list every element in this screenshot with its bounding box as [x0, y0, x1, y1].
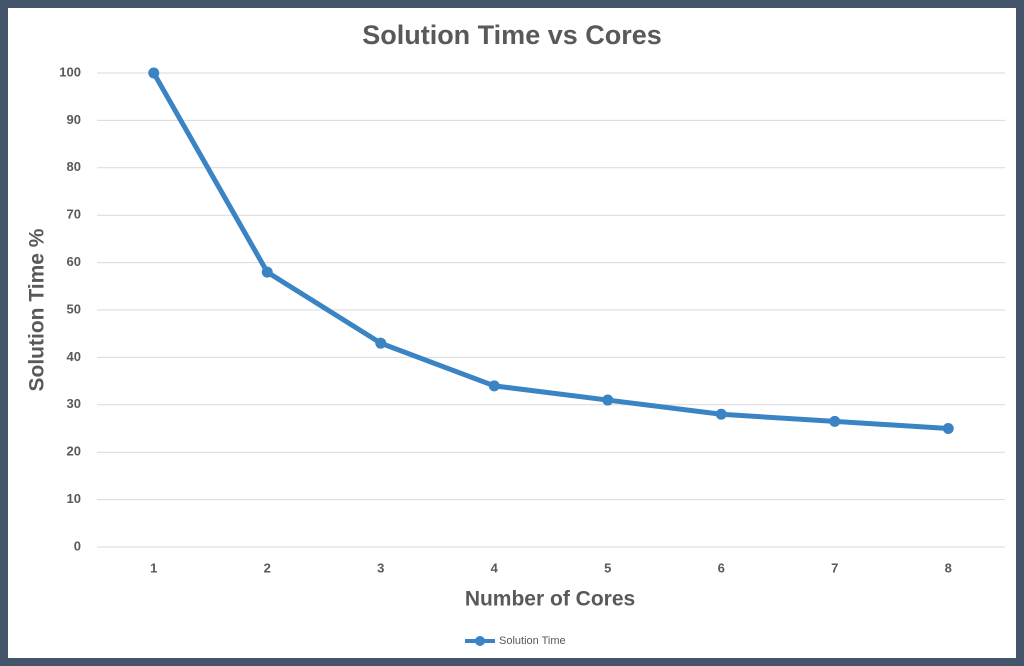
- y-tick-label: 20: [67, 444, 81, 459]
- point-marker: [942, 423, 954, 434]
- y-tick-label: 10: [67, 491, 81, 506]
- y-tick-label: 90: [67, 112, 81, 127]
- x-tick-label: 8: [945, 560, 952, 575]
- y-axis-label: Solution Time %: [26, 228, 49, 391]
- y-tick-label: 30: [67, 396, 81, 411]
- point-marker: [488, 380, 500, 392]
- y-tick-label: 100: [59, 64, 81, 79]
- y-tick-label: 50: [67, 301, 81, 316]
- y-tick-label: 0: [74, 538, 81, 553]
- x-tick-label: 1: [150, 560, 157, 575]
- y-tick-label: 70: [67, 207, 81, 222]
- legend-marker: [475, 636, 485, 646]
- point-marker: [375, 337, 387, 349]
- point-marker: [602, 394, 614, 406]
- point-marker: [829, 415, 841, 427]
- chart-title: Solution Time vs Cores: [362, 20, 662, 50]
- point-marker: [261, 266, 273, 278]
- x-tick-label: 2: [264, 560, 271, 575]
- series-line: [151, 71, 949, 431]
- point-marker: [715, 408, 727, 420]
- legend-label: Solution Time: [499, 635, 566, 647]
- y-tick-label: 60: [67, 254, 81, 269]
- x-tick-label: 3: [377, 560, 384, 575]
- x-axis-label: Number of Cores: [465, 588, 635, 611]
- x-tick-label: 4: [491, 560, 499, 575]
- x-tick-label: 6: [718, 560, 725, 575]
- x-tick-label: 5: [604, 560, 611, 575]
- y-tick-label: 40: [67, 349, 81, 364]
- y-tick-label: 80: [67, 159, 81, 174]
- x-tick-label: 7: [831, 560, 838, 575]
- point-marker: [148, 67, 160, 79]
